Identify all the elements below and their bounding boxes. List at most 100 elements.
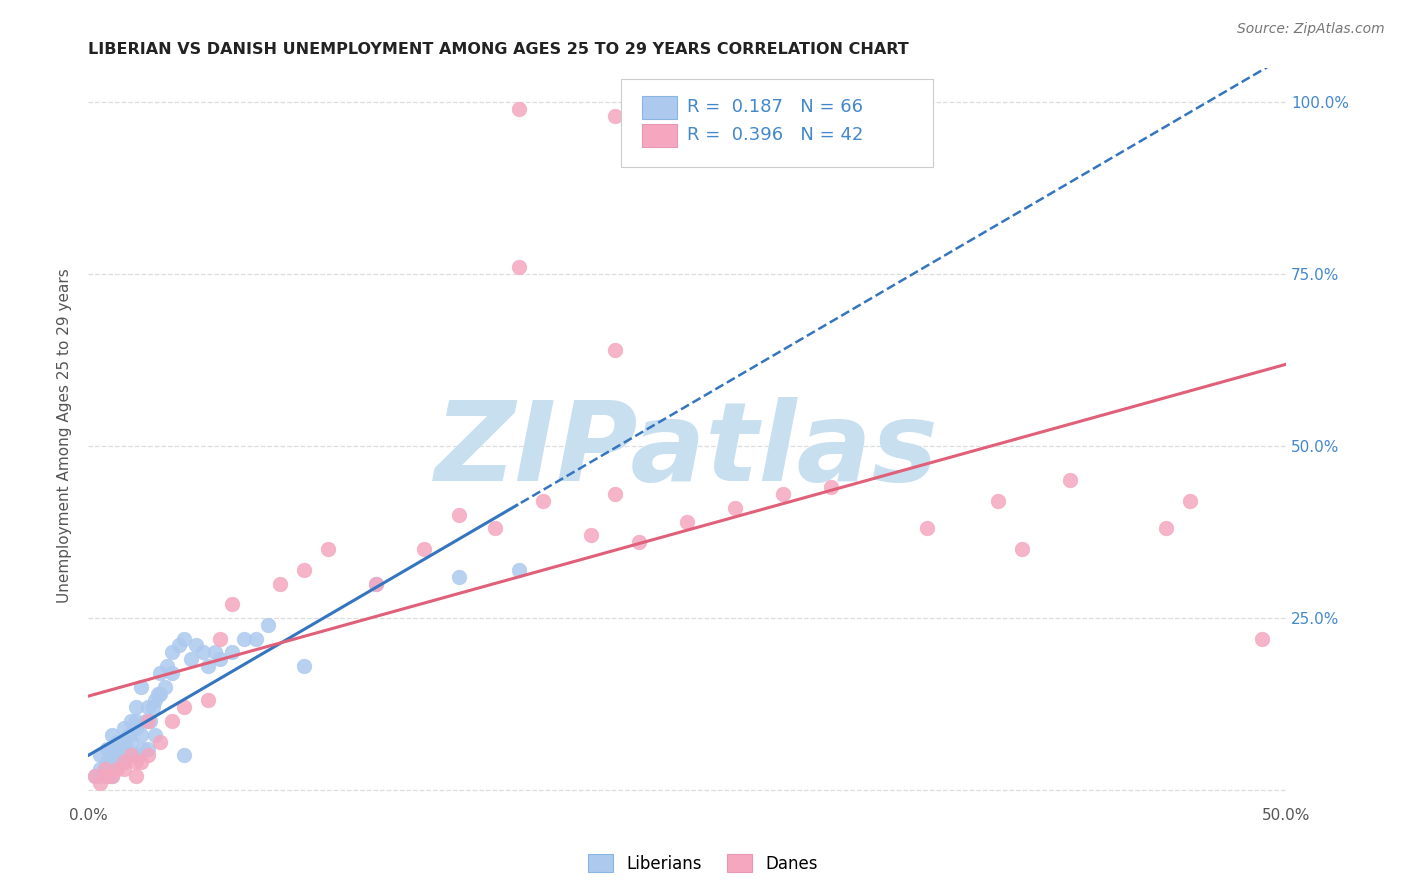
Point [149, 687, 172, 701]
Point [136, 748, 159, 763]
Point [142, 700, 165, 714]
Point [221, 645, 243, 659]
FancyBboxPatch shape [621, 78, 932, 167]
Point [101, 741, 124, 756]
Point [125, 721, 148, 735]
Point [173, 700, 195, 714]
Point [136, 714, 159, 728]
Point [508, 102, 530, 116]
Point [96, 769, 118, 783]
Point [105, 748, 128, 763]
Point [101, 756, 124, 770]
Point [103, 748, 125, 763]
Point [676, 515, 699, 529]
Point [96, 741, 118, 756]
Point [149, 665, 172, 680]
Point [156, 659, 179, 673]
Point [508, 260, 530, 274]
Point [96, 762, 118, 776]
Point [581, 528, 603, 542]
Point [184, 639, 207, 653]
Point [1059, 474, 1081, 488]
Point [412, 542, 434, 557]
Point [136, 700, 159, 714]
Point [160, 665, 183, 680]
Point [292, 659, 315, 673]
Point [125, 714, 148, 728]
Text: R =  0.396   N = 42: R = 0.396 N = 42 [688, 127, 863, 145]
Point [125, 700, 148, 714]
Point [112, 756, 135, 770]
Point [180, 652, 202, 666]
Point [292, 563, 315, 577]
Point [101, 762, 124, 776]
Point [153, 680, 176, 694]
Point [167, 639, 190, 653]
Point [89, 748, 111, 763]
Text: Source: ZipAtlas.com: Source: ZipAtlas.com [1237, 22, 1385, 37]
Point [605, 109, 627, 123]
Point [98, 769, 121, 783]
Point [112, 721, 135, 735]
Point [129, 756, 152, 770]
Point [484, 521, 506, 535]
Point [122, 748, 145, 763]
Point [987, 494, 1010, 508]
Point [316, 542, 339, 557]
Point [724, 500, 747, 515]
Point [89, 769, 111, 783]
Point [204, 645, 226, 659]
Point [364, 576, 387, 591]
Point [508, 563, 530, 577]
Point [105, 735, 128, 749]
Point [112, 762, 135, 776]
Y-axis label: Unemployment Among Ages 25 to 29 years: Unemployment Among Ages 25 to 29 years [58, 268, 72, 603]
Point [139, 714, 162, 728]
Point [101, 728, 124, 742]
Point [112, 756, 135, 770]
Point [143, 728, 166, 742]
FancyBboxPatch shape [641, 95, 678, 120]
Text: LIBERIAN VS DANISH UNEMPLOYMENT AMONG AGES 25 TO 29 YEARS CORRELATION CHART: LIBERIAN VS DANISH UNEMPLOYMENT AMONG AG… [89, 42, 908, 57]
Point [101, 748, 124, 763]
Point [136, 741, 159, 756]
Point [120, 714, 142, 728]
Point [94, 762, 117, 776]
Point [449, 569, 471, 583]
Point [129, 728, 152, 742]
Point [105, 762, 128, 776]
Point [115, 741, 138, 756]
Point [208, 632, 231, 646]
Text: R =  0.187   N = 66: R = 0.187 N = 66 [688, 97, 863, 116]
Point [1178, 494, 1201, 508]
Point [96, 756, 118, 770]
Point [191, 645, 214, 659]
Point [269, 576, 291, 591]
Point [101, 769, 124, 783]
Point [94, 762, 117, 776]
Legend: Liberians, Danes: Liberians, Danes [582, 847, 824, 880]
Point [173, 632, 195, 646]
Point [125, 769, 148, 783]
Point [149, 735, 172, 749]
Point [364, 576, 387, 591]
Point [118, 728, 141, 742]
Point [89, 776, 111, 790]
Point [143, 693, 166, 707]
Point [108, 756, 131, 770]
Point [531, 494, 554, 508]
Point [605, 343, 627, 357]
Point [160, 714, 183, 728]
Point [256, 617, 278, 632]
Point [208, 652, 231, 666]
Point [221, 597, 243, 611]
Point [605, 487, 627, 501]
FancyBboxPatch shape [641, 124, 678, 147]
Point [449, 508, 471, 522]
Text: ZIPatlas: ZIPatlas [436, 397, 939, 504]
Point [146, 687, 169, 701]
Point [127, 748, 149, 763]
Point [120, 735, 142, 749]
Point [129, 680, 152, 694]
Point [1154, 521, 1177, 535]
